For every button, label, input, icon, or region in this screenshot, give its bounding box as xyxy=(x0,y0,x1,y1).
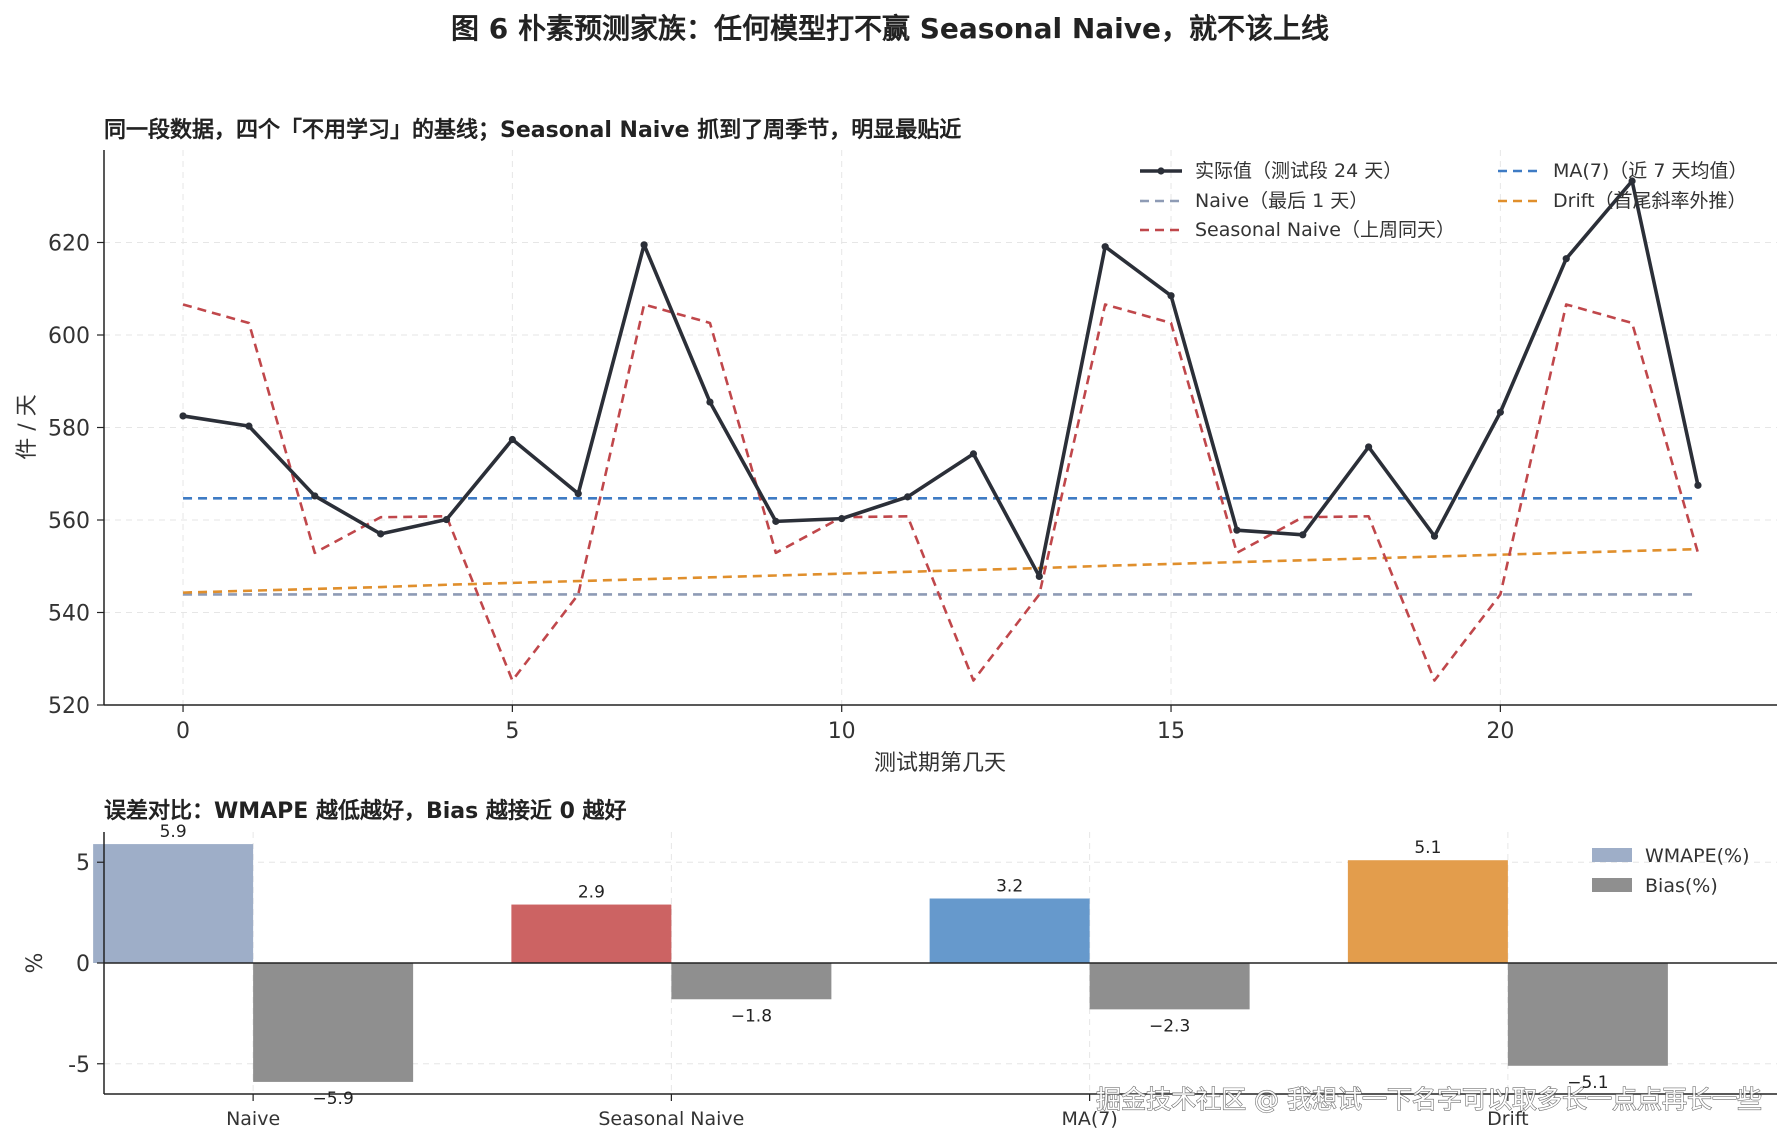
data-point xyxy=(179,412,187,420)
y-tick-label: 560 xyxy=(48,509,90,534)
legend-marker xyxy=(1157,167,1165,175)
data-point xyxy=(838,515,846,523)
data-point xyxy=(969,450,978,458)
data-point xyxy=(1694,481,1702,489)
bias-bar xyxy=(1089,963,1250,1010)
line-chart-ticks: 0 5 10 15 20 520 540 560 580 600 620 xyxy=(48,232,1514,745)
data-point xyxy=(1035,572,1043,581)
legend-label-ma: MA(7)（近 7 天均值） xyxy=(1553,160,1747,182)
bar-chart: 误差对比：WMAPE 越低越好，Bias 越接近 0 越好 5.9 −5.9 2.9… xyxy=(23,798,1777,1130)
line-chart-x-label: 测试期第几天 xyxy=(874,751,1006,776)
series-line-drift xyxy=(183,547,1698,594)
y-tick-label: 520 xyxy=(48,694,90,719)
data-point xyxy=(442,515,451,524)
data-point xyxy=(1628,177,1636,185)
series-line-seasonal xyxy=(182,303,1700,682)
figure-title: 图 6 朴素预测家族：任何模型打不赢 Seasonal Naive，就不该上线 xyxy=(451,12,1329,45)
y-tick-label: -5 xyxy=(68,1053,90,1078)
wmape-value-label: 5.1 xyxy=(1414,838,1441,858)
data-point xyxy=(1562,255,1570,263)
line-chart: 同一段数据，四个「不用学习」的基线；Seasonal Naive 抓到了周季节，… xyxy=(15,117,1777,776)
wmape-value-label: 2.9 xyxy=(578,883,605,903)
data-point xyxy=(1496,408,1504,416)
legend-swatch-wmape xyxy=(1592,848,1632,862)
bias-value-label: −5.1 xyxy=(1567,1073,1608,1093)
legend-label-wmape: WMAPE(%) xyxy=(1645,845,1750,867)
legend-label-actual: 实际值（测试段 24 天） xyxy=(1195,160,1402,182)
bias-value-label: −2.3 xyxy=(1149,1016,1190,1036)
category-label: Drift xyxy=(1487,1108,1529,1130)
x-tick-label: 15 xyxy=(1157,719,1185,744)
data-point xyxy=(377,530,385,538)
data-point xyxy=(772,517,780,525)
bar-chart-y-label: % xyxy=(23,953,48,974)
data-point xyxy=(640,241,648,249)
data-point xyxy=(508,435,516,444)
legend-label-drift: Drift（首尾斜率外推） xyxy=(1553,190,1747,212)
bar-chart-title: 误差对比：WMAPE 越低越好，Bias 越接近 0 越好 xyxy=(104,798,627,824)
wmape-value-label: 5.9 xyxy=(160,822,187,842)
bias-bar xyxy=(1507,963,1668,1066)
y-tick-label: 620 xyxy=(48,232,90,257)
data-point xyxy=(1430,532,1439,540)
series-line-actual xyxy=(182,179,1700,579)
data-point xyxy=(245,422,253,430)
line-chart-title: 同一段数据，四个「不用学习」的基线；Seasonal Naive 抓到了周季节，… xyxy=(104,117,961,143)
y-tick-label: 580 xyxy=(48,417,90,442)
data-point xyxy=(1365,443,1373,451)
wmape-bar xyxy=(1347,860,1508,963)
wmape-bar xyxy=(511,904,672,963)
data-point xyxy=(706,398,714,406)
bar-chart-ticks: -5 0 5 Naive Seasonal Naive MA(7) Drift xyxy=(68,851,1529,1130)
line-chart-y-label: 件 / 天 xyxy=(15,394,40,459)
wmape-bar xyxy=(93,844,254,963)
bias-value-label: −1.8 xyxy=(731,1006,772,1026)
data-point xyxy=(1299,531,1307,539)
bar-chart-bars: 5.9 −5.9 2.9 −1.8 3.2 −2.3 5.1 −5.1 xyxy=(93,822,1777,1109)
bias-value-label: −5.9 xyxy=(312,1089,353,1109)
line-chart-legend: 实际值（测试段 24 天） Naive（最后 1 天） Seasonal Naive… xyxy=(1140,160,1747,241)
y-tick-label: 5 xyxy=(76,851,90,876)
data-point xyxy=(903,493,912,501)
legend-label-bias: Bias(%) xyxy=(1645,875,1718,897)
x-tick-label: 10 xyxy=(828,719,856,744)
bias-bar xyxy=(671,963,832,1000)
line-chart-series xyxy=(179,177,1702,682)
y-tick-label: 540 xyxy=(48,602,90,627)
x-tick-label: 20 xyxy=(1486,719,1514,744)
watermark: 掘金技术社区 @ 我想试一下名字可以取多长一点点再长一些 xyxy=(1096,1085,1762,1114)
data-point xyxy=(311,492,319,500)
legend-swatch-bias xyxy=(1592,878,1632,892)
x-tick-label: 0 xyxy=(176,719,190,744)
x-tick-label: 5 xyxy=(505,719,519,744)
data-point xyxy=(1167,292,1175,300)
legend-label-naive: Naive（最后 1 天） xyxy=(1195,190,1368,212)
data-point xyxy=(574,490,582,498)
wmape-value-label: 3.2 xyxy=(996,877,1023,897)
bias-bar xyxy=(253,963,414,1082)
y-tick-label: 600 xyxy=(48,324,90,349)
legend-label-seasonal: Seasonal Naive（上周同天） xyxy=(1195,219,1455,241)
data-point xyxy=(1101,243,1109,251)
data-point xyxy=(1233,526,1241,534)
wmape-bar xyxy=(929,898,1090,963)
bar-chart-legend: WMAPE(%) Bias(%) xyxy=(1592,845,1750,897)
line-chart-grid xyxy=(104,150,1777,706)
category-label: Naive xyxy=(226,1108,280,1130)
category-label: Seasonal Naive xyxy=(598,1108,744,1130)
category-label: MA(7) xyxy=(1061,1108,1117,1130)
y-tick-label: 0 xyxy=(76,952,90,977)
